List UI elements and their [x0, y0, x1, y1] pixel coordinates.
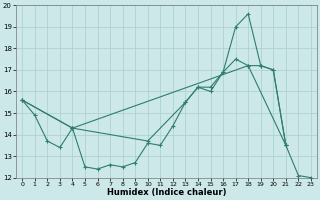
X-axis label: Humidex (Indice chaleur): Humidex (Indice chaleur)	[107, 188, 226, 197]
